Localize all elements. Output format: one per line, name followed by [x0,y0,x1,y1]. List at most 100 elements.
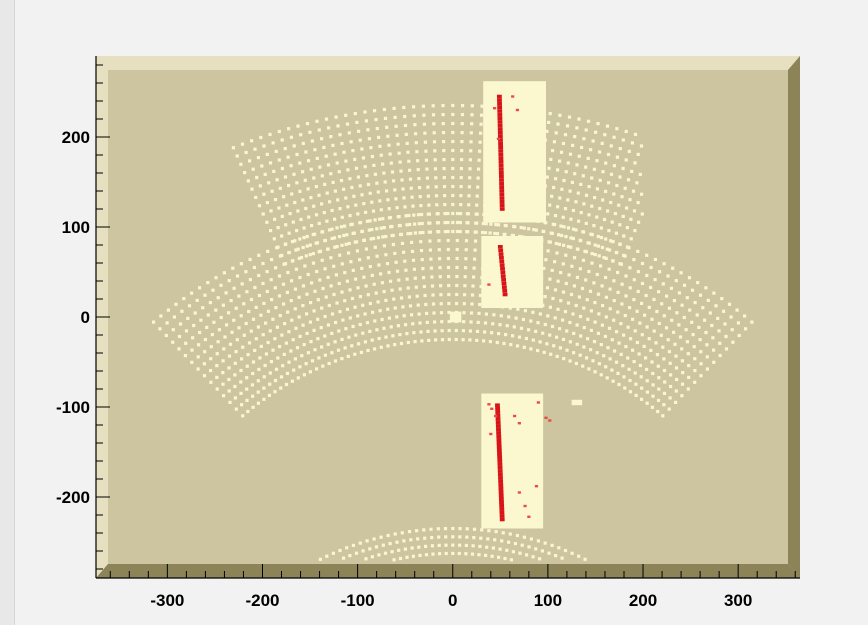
cell [227,366,231,370]
hit-point [498,167,504,171]
cell [724,347,729,351]
cell [325,191,329,195]
cell [430,284,435,288]
cell [296,247,300,251]
hit-point [496,94,502,99]
cell [566,245,570,249]
cell [377,336,381,341]
cell [310,281,314,285]
cell [398,287,402,291]
cell [260,164,264,168]
cell [479,536,483,540]
cell [505,324,509,328]
cell [666,338,670,342]
cell [502,232,506,236]
cell [433,167,438,171]
cell [575,247,579,251]
cell [476,320,480,324]
cell [624,274,628,278]
cell [298,237,302,241]
cell [331,143,335,147]
cell [329,256,333,260]
cell [336,124,340,128]
cell [279,386,283,390]
cell [640,386,644,390]
cell [705,355,709,359]
cell [386,344,390,348]
cell [693,357,697,361]
cell [333,245,337,249]
cell [603,334,607,338]
cell [579,334,583,338]
cell [347,241,351,246]
cell [562,225,566,229]
cell [563,548,568,553]
cell [431,104,435,108]
hit-point [489,432,493,436]
cell [433,149,437,153]
cell [561,141,566,146]
cell [554,177,558,181]
cell [368,191,372,195]
cell [693,301,697,305]
cell [478,302,482,307]
cell [628,286,632,290]
cell [513,542,517,546]
cell [605,247,609,251]
cell [408,168,412,172]
cell [439,311,444,315]
cell [256,325,260,329]
cell [323,353,327,357]
cell [482,339,486,343]
cell [470,302,474,306]
cell [686,387,690,391]
cell [244,150,248,155]
cell [394,124,398,128]
cell [656,409,660,414]
cell [587,213,591,217]
cell [635,309,639,313]
cell [584,221,588,225]
cell [687,364,691,368]
cell [551,296,555,301]
cell [327,228,332,232]
cell [561,318,565,322]
cell [722,309,726,313]
cell [513,225,517,229]
cell [190,360,194,364]
cell [363,340,367,344]
cell [438,266,442,270]
cell [312,309,316,313]
cell [662,403,666,407]
cell [301,198,305,202]
cell [684,328,688,332]
cell [498,323,502,327]
cell [409,231,413,236]
cell [240,403,244,407]
cell [503,223,507,228]
cell [511,234,515,238]
cell [410,195,414,199]
cell [543,221,547,225]
cell [674,279,678,283]
cell [209,357,213,361]
cell [522,535,526,539]
cell [631,317,635,321]
cell [692,345,696,349]
cell [317,221,321,225]
cell [349,223,353,227]
cell [299,256,304,260]
cell [407,530,412,534]
cell [468,338,472,342]
cell [604,189,608,193]
cell [284,223,288,227]
cell [290,318,294,322]
cell [364,557,368,561]
cell [198,286,202,290]
cell [446,211,450,216]
cell [369,237,373,241]
cell [365,539,369,543]
cell [714,304,718,308]
cell [256,390,260,394]
cell [273,390,277,394]
